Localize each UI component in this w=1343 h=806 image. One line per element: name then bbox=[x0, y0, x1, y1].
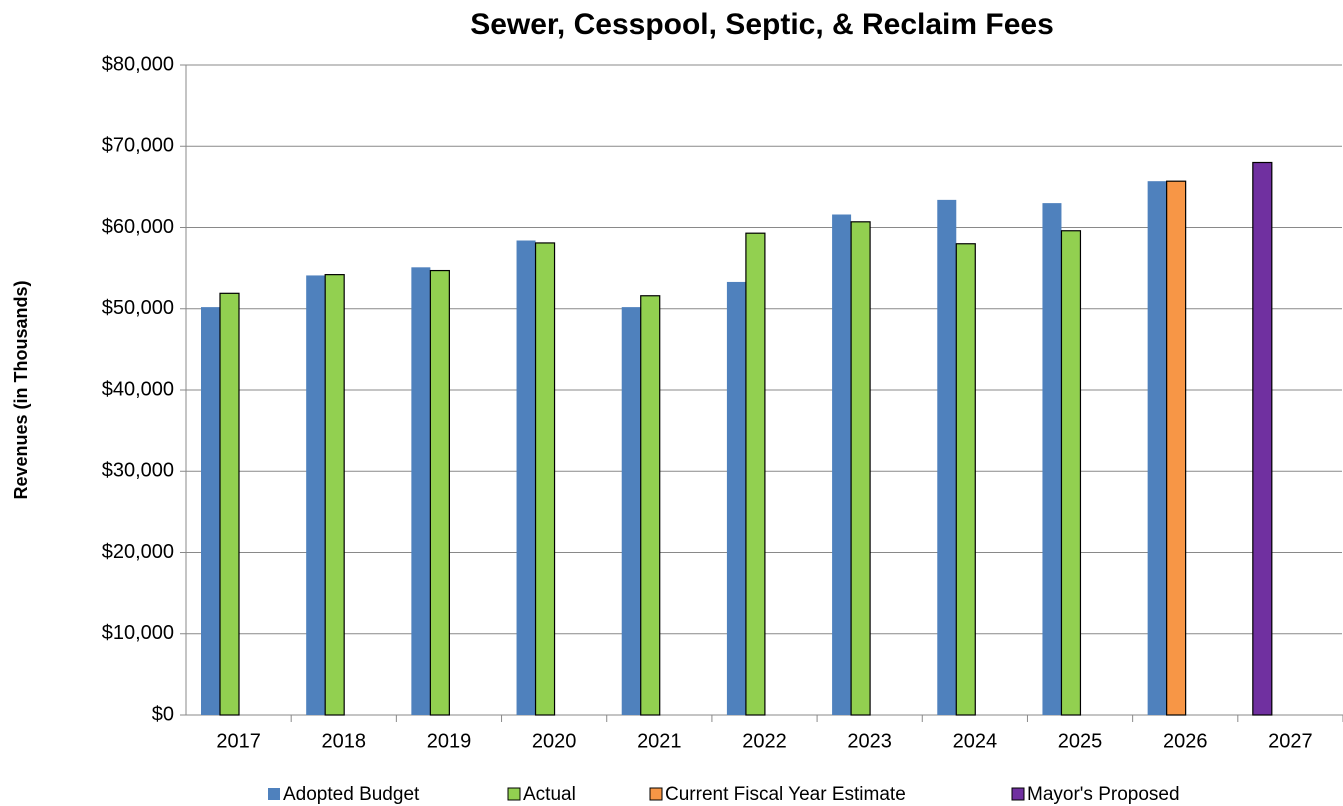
y-tick-label: $40,000 bbox=[102, 378, 174, 400]
x-tick-label: 2020 bbox=[532, 730, 577, 752]
bar bbox=[219, 292, 240, 716]
y-tick-label: $80,000 bbox=[102, 53, 174, 75]
legend-label: Current Fiscal Year Estimate bbox=[665, 784, 906, 805]
bar bbox=[429, 269, 450, 716]
x-tick-label: 2022 bbox=[742, 730, 787, 752]
bar bbox=[1166, 180, 1187, 716]
bar bbox=[516, 240, 536, 715]
x-tick-label: 2026 bbox=[1163, 730, 1208, 752]
bar bbox=[832, 214, 852, 715]
y-tick-label: $50,000 bbox=[102, 297, 174, 319]
x-tick-label: 2017 bbox=[216, 730, 261, 752]
legend-swatch bbox=[268, 788, 280, 800]
bar bbox=[306, 275, 326, 715]
x-tick-label: 2027 bbox=[1268, 730, 1313, 752]
bar bbox=[850, 221, 871, 716]
x-tick-label: 2018 bbox=[322, 730, 367, 752]
x-tick-label: 2021 bbox=[637, 730, 682, 752]
x-tick-label: 2025 bbox=[1058, 730, 1103, 752]
bar bbox=[324, 274, 345, 716]
legend-label: Mayor's Proposed bbox=[1027, 784, 1180, 805]
y-tick-label: $10,000 bbox=[102, 622, 174, 644]
bar bbox=[621, 307, 641, 715]
chart-title: Sewer, Cesspool, Septic, & Reclaim Fees bbox=[470, 8, 1054, 41]
bar bbox=[1252, 161, 1273, 716]
y-tick-label: $60,000 bbox=[102, 216, 174, 238]
bar bbox=[955, 243, 976, 716]
y-tick-label: $30,000 bbox=[102, 460, 174, 482]
y-axis-label: Revenues (in Thousands) bbox=[11, 280, 31, 499]
bar bbox=[937, 199, 957, 715]
bar bbox=[201, 307, 220, 715]
legend-swatch bbox=[1011, 787, 1025, 801]
bar bbox=[726, 281, 746, 715]
bar bbox=[1147, 181, 1167, 715]
legend-label: Adopted Budget bbox=[283, 784, 420, 805]
legend-label: Actual bbox=[523, 784, 576, 805]
bar bbox=[640, 295, 661, 716]
legend-swatch bbox=[649, 787, 663, 801]
bar bbox=[1042, 203, 1062, 715]
legend-swatch bbox=[507, 787, 521, 801]
y-tick-label: $0 bbox=[152, 703, 174, 725]
bar bbox=[411, 267, 431, 715]
x-tick-label: 2024 bbox=[953, 730, 998, 752]
y-tick-label: $70,000 bbox=[102, 135, 174, 157]
x-tick-label: 2023 bbox=[847, 730, 892, 752]
y-tick-label: $20,000 bbox=[102, 541, 174, 563]
bar bbox=[1060, 230, 1082, 716]
bar bbox=[534, 242, 556, 716]
bar bbox=[745, 232, 766, 716]
x-tick-label: 2019 bbox=[427, 730, 472, 752]
